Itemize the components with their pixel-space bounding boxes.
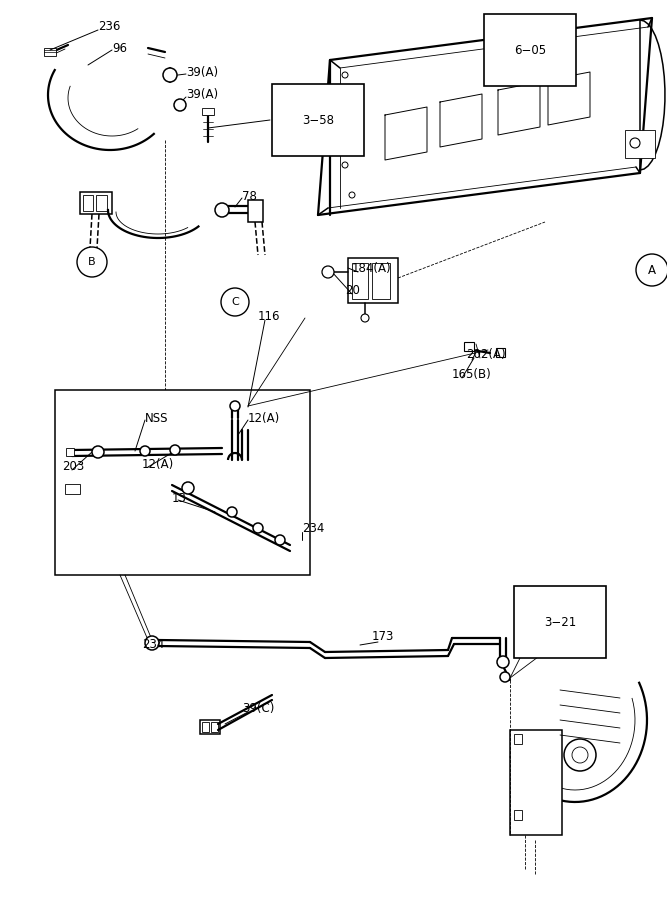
Circle shape [349, 192, 355, 198]
Text: 3−21: 3−21 [544, 616, 576, 628]
Circle shape [182, 482, 194, 494]
Text: A: A [648, 264, 656, 276]
Circle shape [342, 162, 348, 168]
Text: 13: 13 [172, 492, 187, 505]
Text: 6−05: 6−05 [514, 43, 546, 57]
Circle shape [221, 288, 249, 316]
Bar [510, 730, 562, 835]
Circle shape [140, 446, 150, 456]
Circle shape [163, 68, 177, 82]
Bar [625, 130, 655, 158]
Text: 96: 96 [112, 42, 127, 55]
Bar [55, 390, 310, 575]
Text: B: B [88, 257, 96, 267]
Bar [66, 448, 74, 456]
Bar [211, 722, 218, 732]
Bar [348, 258, 398, 303]
Circle shape [215, 203, 229, 217]
Circle shape [342, 72, 348, 78]
Text: 116: 116 [258, 310, 281, 323]
Circle shape [322, 266, 334, 278]
Text: 20: 20 [345, 284, 360, 297]
Circle shape [630, 138, 640, 148]
Bar [96, 195, 107, 211]
Circle shape [564, 739, 596, 771]
Text: NSS: NSS [145, 412, 169, 425]
Circle shape [361, 314, 369, 322]
Circle shape [230, 401, 240, 411]
Text: 202(A): 202(A) [466, 348, 506, 361]
Bar [202, 108, 214, 115]
Bar [83, 195, 93, 211]
Circle shape [77, 247, 107, 277]
Text: 39(A): 39(A) [186, 66, 218, 79]
Bar [352, 263, 368, 299]
Text: 12(A): 12(A) [142, 458, 174, 471]
Bar [248, 200, 263, 222]
Text: 234: 234 [142, 638, 164, 651]
Circle shape [92, 446, 104, 458]
Bar [65, 484, 80, 494]
Circle shape [227, 507, 237, 517]
Bar [44, 48, 56, 56]
Bar [496, 348, 505, 357]
Circle shape [145, 636, 159, 650]
Text: 12(A): 12(A) [248, 412, 280, 425]
Text: 3−58: 3−58 [302, 113, 334, 127]
Bar [372, 263, 390, 299]
Circle shape [572, 747, 588, 763]
Circle shape [275, 535, 285, 545]
Text: 39(A): 39(A) [186, 88, 218, 101]
Circle shape [174, 99, 186, 111]
Text: 173: 173 [372, 630, 394, 643]
Text: C: C [231, 297, 239, 307]
Text: 236: 236 [98, 20, 120, 33]
Text: 203: 203 [62, 460, 84, 473]
Bar [514, 810, 522, 820]
Text: 165(B): 165(B) [452, 368, 492, 381]
Bar [200, 720, 220, 734]
Text: 39(C): 39(C) [242, 702, 274, 715]
Text: 184(A): 184(A) [352, 262, 392, 275]
Circle shape [497, 656, 509, 668]
Bar [514, 734, 522, 744]
Text: 78: 78 [242, 190, 257, 203]
Circle shape [253, 523, 263, 533]
Bar [464, 342, 474, 351]
Bar [202, 722, 209, 732]
Circle shape [170, 445, 180, 455]
Bar [80, 192, 112, 214]
Circle shape [636, 254, 667, 286]
Text: 234: 234 [302, 522, 324, 535]
Circle shape [500, 672, 510, 682]
Circle shape [342, 112, 348, 118]
